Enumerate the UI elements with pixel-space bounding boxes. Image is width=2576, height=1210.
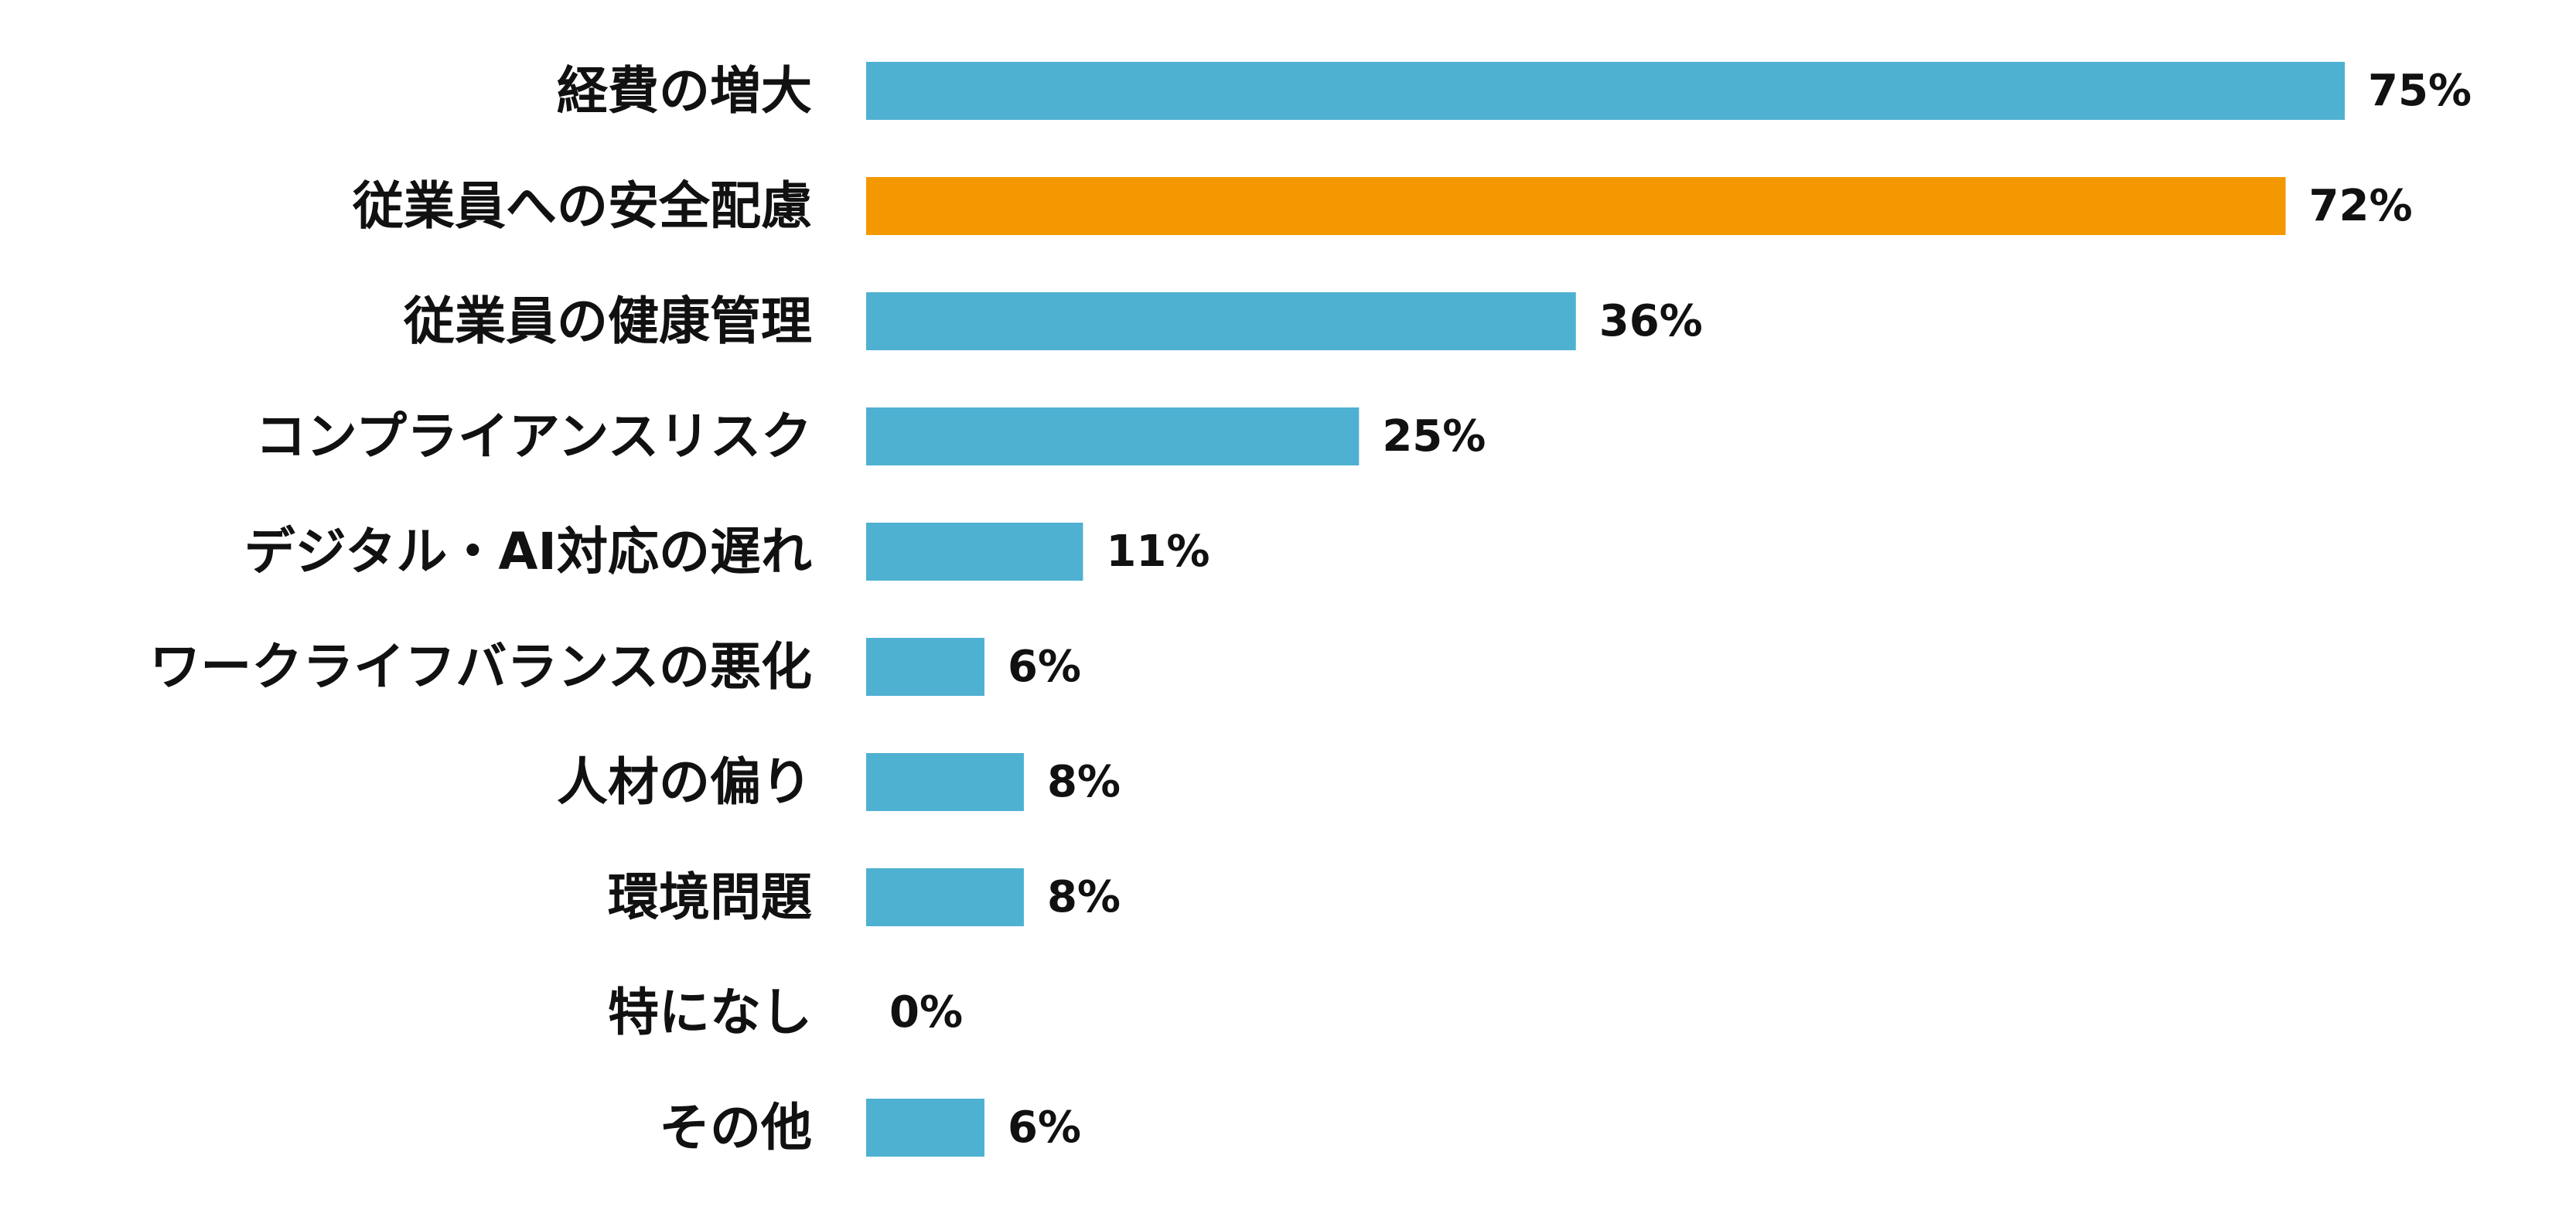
value-label-6: 6% — [1008, 642, 1081, 692]
value-labels: 75% 72% 36% 25% 11% 6% 8% 8% 0% 6% — [889, 66, 2472, 1153]
category-label-8: 環境問題 — [608, 867, 812, 927]
value-label-2: 72% — [2309, 181, 2413, 231]
bars-layer — [866, 62, 2345, 1157]
bar-8 — [866, 868, 1024, 926]
bar-5 — [866, 523, 1083, 581]
value-label-7: 8% — [1047, 757, 1121, 807]
value-label-5: 11% — [1106, 527, 1210, 577]
category-label-2: 従業員への安全配慮 — [352, 176, 812, 236]
bar-4 — [866, 407, 1360, 465]
category-label-1: 経費の増大 — [557, 61, 812, 121]
value-label-1: 75% — [2368, 66, 2472, 116]
value-label-4: 25% — [1382, 411, 1486, 462]
category-label-7: 人材の偏り — [557, 752, 812, 812]
bar-2 — [866, 177, 2286, 235]
value-label-10: 6% — [1008, 1103, 1081, 1153]
value-label-3: 36% — [1599, 296, 1703, 346]
category-label-9: 特になし — [608, 983, 812, 1042]
category-label-3: 従業員の健康管理 — [403, 291, 812, 351]
category-label-6: ワークライフバランスの悪化 — [149, 637, 812, 697]
bar-7 — [866, 753, 1024, 811]
value-label-9: 0% — [889, 987, 963, 1038]
category-labels: 経費の増大従業員への安全配慮従業員の健康管理コンプライアンスリスクデジタル・AI… — [149, 61, 812, 1157]
category-label-5: デジタル・AI対応の遅れ — [244, 522, 812, 581]
bar-10 — [866, 1099, 984, 1157]
category-label-10: その他 — [659, 1098, 812, 1157]
bar-3 — [866, 292, 1576, 350]
bar-1 — [866, 62, 2345, 120]
value-label-8: 8% — [1047, 872, 1121, 922]
category-label-4: コンプライアンスリスク — [255, 407, 812, 466]
bar-6 — [866, 638, 984, 696]
